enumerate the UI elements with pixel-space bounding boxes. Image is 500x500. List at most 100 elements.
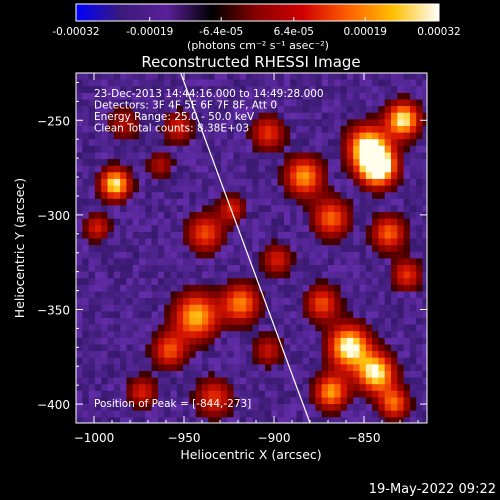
heatmap-cell (220, 298, 228, 306)
heatmap-cell (132, 351, 140, 359)
heatmap-cell (359, 231, 367, 240)
heatmap-cell (290, 371, 298, 379)
heatmap-cell (265, 404, 272, 412)
heatmap-cell (145, 265, 153, 273)
heatmap-cell (176, 404, 184, 412)
heatmap-cell (82, 384, 90, 392)
heatmap-cell (113, 304, 121, 312)
heatmap-cell (252, 384, 260, 392)
heatmap-cell (195, 205, 203, 213)
heatmap-cell (328, 79, 335, 87)
heatmap-cell (283, 318, 291, 326)
heatmap-cell (76, 159, 83, 167)
colorbar-ticks: -0.00032 -0.00019 -6.4e-05 6.4e-05 0.00019 0.… (52, 17, 461, 38)
heatmap-cell (132, 337, 140, 346)
heatmap-cell (265, 331, 272, 339)
heatmap-cell (94, 99, 102, 107)
heatmap-cell (189, 397, 197, 405)
heatmap-cell (164, 86, 172, 94)
heatmap-cell (384, 337, 392, 346)
heatmap-cell (202, 364, 209, 372)
heatmap-cell (334, 218, 342, 226)
heatmap-cell (107, 404, 115, 412)
heatmap-cell (271, 152, 279, 160)
heatmap-cell (94, 152, 102, 160)
heatmap-cell (157, 377, 165, 385)
heatmap-cell (157, 106, 165, 114)
heatmap-cell (321, 337, 329, 346)
heatmap-cell (113, 99, 121, 107)
heatmap-cell (334, 185, 342, 193)
heatmap-cell (334, 172, 342, 180)
heatmap-cell (315, 185, 323, 193)
heatmap-cell (76, 106, 83, 114)
heatmap-cell (397, 139, 405, 147)
heatmap-cell (101, 205, 109, 213)
heatmap-cell (107, 159, 115, 167)
heatmap-cell (252, 178, 260, 187)
heatmap-cell (340, 112, 348, 120)
heatmap-cell (328, 251, 335, 259)
heatmap-cell (132, 86, 140, 94)
heatmap-cell (170, 324, 178, 332)
heatmap-cell (214, 337, 222, 346)
heatmap-cell (132, 265, 140, 273)
heatmap-cell (359, 364, 367, 372)
heatmap-cell (220, 417, 228, 423)
heatmap-cell (277, 139, 285, 147)
heatmap-cell (145, 159, 153, 167)
heatmap-cell (403, 172, 411, 180)
heatmap-cell (94, 126, 102, 134)
heatmap-cell (227, 364, 235, 372)
heatmap-cell (239, 304, 247, 312)
heatmap-cell (76, 212, 83, 220)
heatmap-cell (290, 278, 298, 286)
heatmap-cell (258, 152, 266, 160)
heatmap-cell (252, 99, 260, 107)
heatmap-cell (334, 251, 342, 259)
heatmap-cell (183, 231, 190, 240)
heatmap-cell (214, 238, 222, 246)
heatmap-cell (214, 377, 222, 385)
heatmap-cell (277, 192, 285, 200)
heatmap-cell (164, 152, 172, 160)
heatmap-cell (170, 86, 178, 94)
heatmap-cell (290, 172, 298, 180)
heatmap-cell (422, 258, 427, 266)
heatmap-cell (397, 284, 405, 293)
heatmap-cell (120, 357, 127, 365)
heatmap-cell (309, 258, 316, 266)
heatmap-cell (107, 331, 115, 339)
heatmap-cell (328, 185, 335, 193)
heatmap-cell (94, 192, 102, 200)
heatmap-cell (151, 218, 159, 226)
heatmap-cell (164, 258, 172, 266)
heatmap-cell (220, 238, 228, 246)
heatmap-cell (202, 119, 209, 127)
heatmap-cell (277, 145, 285, 153)
heatmap-cell (113, 390, 121, 398)
heatmap-cell (309, 245, 316, 253)
heatmap-cell (208, 337, 216, 346)
x-tick-label: −950 (168, 431, 201, 445)
heatmap-cell (139, 351, 146, 359)
heatmap-cell (258, 139, 266, 147)
heatmap-cell (227, 384, 235, 392)
heatmap-cell (334, 377, 342, 385)
heatmap-cell (346, 212, 354, 220)
heatmap-cell (422, 245, 427, 253)
heatmap-cell (409, 344, 417, 352)
heatmap-cell (82, 99, 90, 107)
heatmap-cell (328, 119, 335, 127)
heatmap-cell (271, 351, 279, 359)
heatmap-cell (403, 145, 411, 153)
heatmap-cell (422, 390, 427, 398)
heatmap-cell (139, 417, 146, 423)
heatmap-cell (340, 357, 348, 365)
heatmap-cell (258, 377, 266, 385)
heatmap-cell (139, 397, 146, 405)
heatmap-cell (384, 304, 392, 312)
heatmap-cell (208, 271, 216, 279)
heatmap-cell (208, 344, 216, 352)
heatmap-cell (126, 225, 134, 233)
